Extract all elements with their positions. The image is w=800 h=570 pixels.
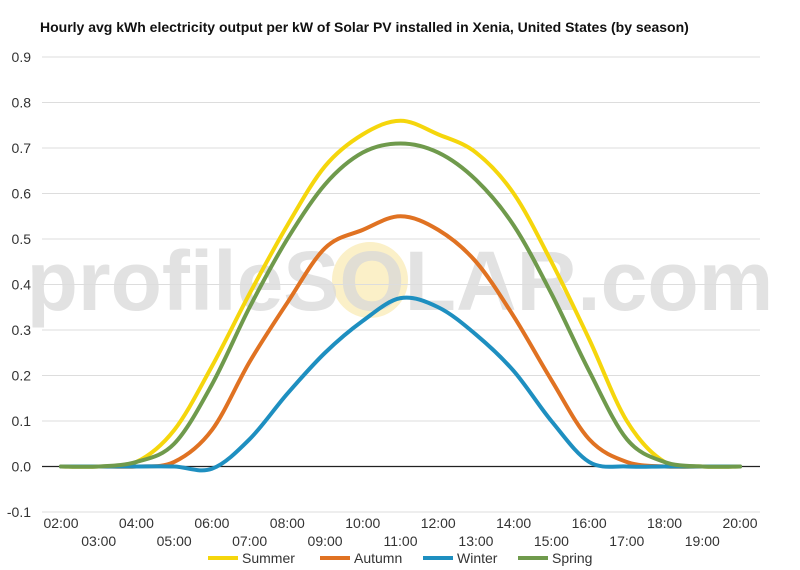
x-tick-label: 18:00 (647, 515, 682, 531)
x-tick-label: 17:00 (609, 533, 644, 549)
chart-title: Hourly avg kWh electricity output per kW… (40, 19, 689, 35)
x-tick-label: 12:00 (421, 515, 456, 531)
x-tick-label: 10:00 (345, 515, 380, 531)
y-tick-label: 0.8 (12, 95, 32, 111)
y-tick-label: 0.2 (12, 368, 32, 384)
legend-label-winter: Winter (457, 550, 498, 566)
x-tick-label: 04:00 (119, 515, 154, 531)
watermark: profileSOLAR.com (27, 234, 774, 328)
watermark-sun (332, 242, 408, 318)
y-tick-label: 0.7 (12, 140, 32, 156)
legend-label-summer: Summer (242, 550, 295, 566)
y-tick-label: 0.3 (12, 322, 32, 338)
x-tick-label: 20:00 (722, 515, 757, 531)
watermark-text: profileSOLAR.com (27, 234, 774, 328)
y-tick-label: -0.1 (7, 504, 31, 520)
x-tick-label: 09:00 (308, 533, 343, 549)
y-tick-label: 0.9 (12, 49, 32, 65)
series-line-summer (59, 118, 742, 469)
y-tick-label: 0.6 (12, 186, 32, 202)
x-tick-label: 07:00 (232, 533, 267, 549)
x-tick-label: 06:00 (194, 515, 229, 531)
x-tick-label: 05:00 (157, 533, 192, 549)
y-tick-label: 0.5 (12, 231, 32, 247)
y-tick-label: 0.4 (12, 277, 32, 293)
x-tick-label: 11:00 (384, 533, 418, 549)
y-tick-label: 0.1 (12, 413, 32, 429)
legend-label-spring: Spring (552, 550, 592, 566)
x-tick-label: 16:00 (572, 515, 607, 531)
x-tick-label: 08:00 (270, 515, 305, 531)
x-tick-label: 14:00 (496, 515, 531, 531)
x-tick-label: 15:00 (534, 533, 569, 549)
y-tick-label: 0.0 (12, 459, 32, 475)
series-line-spring (59, 141, 742, 469)
x-tick-label: 13:00 (458, 533, 493, 549)
series-line-autumn (59, 214, 742, 469)
x-tick-label: 03:00 (81, 533, 116, 549)
x-tick-label: 19:00 (685, 533, 720, 549)
legend: Summer Autumn Winter Spring (208, 550, 592, 566)
x-tick-label: 02:00 (43, 515, 78, 531)
legend-label-autumn: Autumn (354, 550, 402, 566)
series-line-winter (59, 295, 742, 473)
